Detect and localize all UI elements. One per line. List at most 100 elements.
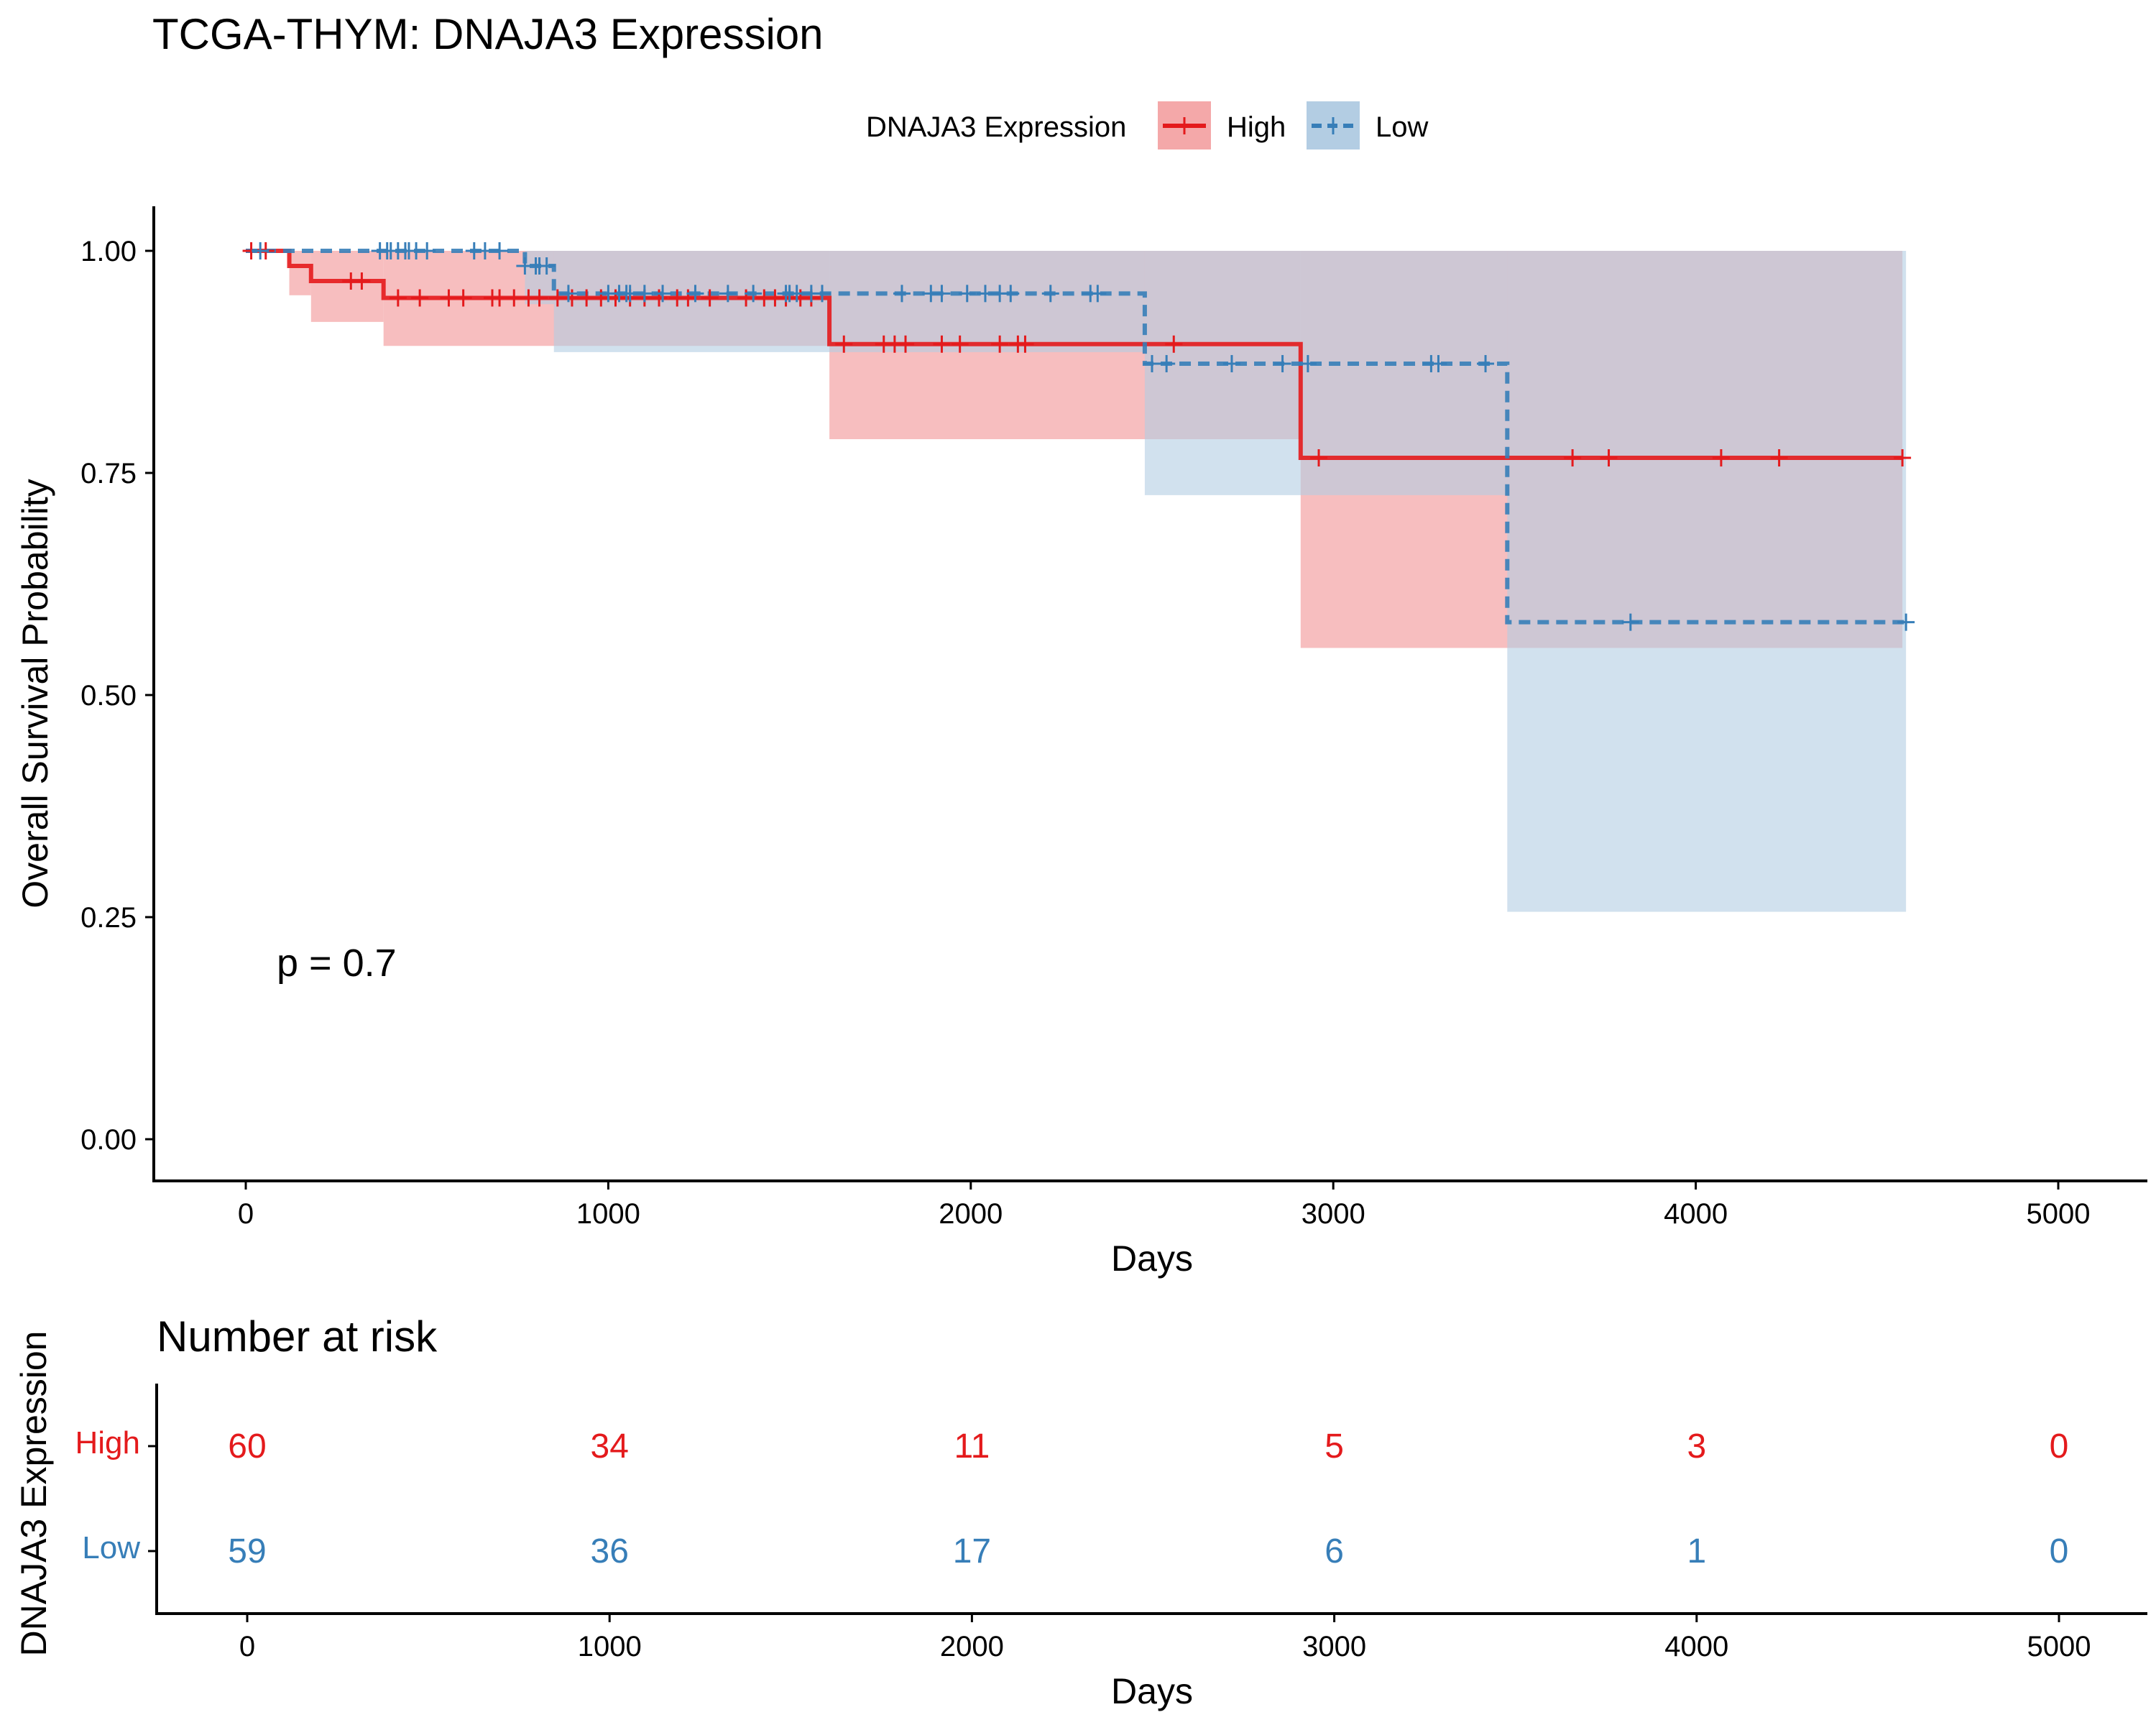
risk-count-low: 6 <box>1325 1532 1344 1570</box>
censor-mark-high <box>650 289 668 307</box>
risk-table-x-label: Days <box>1111 1671 1193 1711</box>
censor-mark-high <box>389 289 407 307</box>
legend-label-high: High <box>1227 111 1286 143</box>
censor-mark-high <box>1564 448 1582 466</box>
censor-mark-low <box>745 285 763 303</box>
risk-x-tick-label: 2000 <box>940 1631 1004 1662</box>
legend-title: DNAJA3 Expression <box>866 111 1126 143</box>
censor-mark-high <box>563 289 581 307</box>
censor-mark-high <box>991 335 1009 353</box>
censor-mark-high <box>1712 448 1730 466</box>
x-tick-label: 1000 <box>576 1198 640 1230</box>
censor-marks <box>242 242 1915 631</box>
x-tick-label: 2000 <box>939 1198 1003 1230</box>
x-tick-label: 5000 <box>2027 1198 2091 1230</box>
risk-count-high: 0 <box>2050 1427 2069 1466</box>
risk-count-high: 11 <box>954 1427 990 1466</box>
x-tick-label: 3000 <box>1302 1198 1365 1230</box>
censor-mark-high <box>454 289 472 307</box>
risk-x-tick-label: 3000 <box>1302 1631 1366 1662</box>
censor-mark-high <box>530 289 548 307</box>
risk-count-low: 0 <box>2050 1532 2069 1570</box>
censor-mark-low <box>813 285 831 303</box>
risk-x-tick-label: 4000 <box>1664 1631 1728 1662</box>
ci-band-low <box>1144 251 1508 495</box>
risk-row-label-high: High <box>75 1425 141 1460</box>
censor-mark-high <box>835 335 853 353</box>
censor-mark-high <box>1165 335 1183 353</box>
censor-mark-low <box>559 285 577 303</box>
censor-mark-high <box>548 289 566 307</box>
censor-mark-low <box>1089 285 1107 303</box>
x-tick-label: 0 <box>238 1198 254 1230</box>
censor-mark-high <box>1894 448 1912 466</box>
censor-mark-high <box>411 289 429 307</box>
ci-band-high <box>310 251 384 322</box>
x-tick-label: 4000 <box>1664 1198 1728 1230</box>
risk-table-rows: High 60 34 11 5 3 0 Low 59 36 17 6 1 0 <box>75 1425 2069 1570</box>
risk-x-tick-label: 1000 <box>578 1631 642 1662</box>
y-tick-label: 0.00 <box>80 1124 137 1156</box>
censor-mark-low <box>635 285 653 303</box>
y-tick-label: 0.50 <box>80 680 137 712</box>
censor-mark-high <box>592 289 610 307</box>
ci-band-low <box>1507 251 1907 912</box>
risk-table-title: Number at risk <box>157 1312 438 1361</box>
censor-mark-high <box>505 289 523 307</box>
risk-count-low: 1 <box>1687 1532 1706 1570</box>
censor-mark-low <box>1477 354 1495 372</box>
censor-mark-high <box>933 335 951 353</box>
censor-mark-low <box>1273 354 1291 372</box>
censor-mark-high <box>1600 448 1618 466</box>
risk-table-y-label: DNAJA3 Expression <box>14 1331 54 1657</box>
censor-mark-high <box>897 335 915 353</box>
y-tick-label: 0.75 <box>80 458 137 489</box>
risk-row-label-low: Low <box>82 1530 140 1565</box>
censor-mark-low <box>476 242 494 259</box>
confidence-bands <box>289 251 1907 912</box>
censor-mark-low <box>1158 354 1176 372</box>
censor-mark-low <box>418 242 436 259</box>
legend-label-low: Low <box>1376 111 1428 143</box>
ci-band-high <box>289 251 311 295</box>
censor-mark-low <box>491 242 509 259</box>
censor-mark-high <box>1770 448 1788 466</box>
censor-mark-high <box>353 272 371 290</box>
censor-mark-low <box>893 285 911 303</box>
risk-count-low: 59 <box>228 1532 266 1570</box>
censor-mark-high <box>491 289 509 307</box>
censor-mark-low <box>1222 354 1240 372</box>
censor-mark-high <box>737 289 755 307</box>
censor-mark-low <box>958 285 976 303</box>
censor-mark-high <box>701 289 719 307</box>
censor-mark-low <box>1002 285 1020 303</box>
censor-mark-low <box>1429 354 1447 372</box>
censor-mark-low <box>252 242 270 259</box>
risk-count-high: 5 <box>1325 1427 1344 1466</box>
ci-band-low <box>553 251 1145 352</box>
censor-mark-low <box>719 285 737 303</box>
censor-mark-high <box>440 289 458 307</box>
censor-mark-low <box>976 285 994 303</box>
censor-mark-high <box>607 289 625 307</box>
censor-mark-low <box>538 257 556 275</box>
y-tick-label: 1.00 <box>80 236 137 267</box>
risk-count-low: 36 <box>591 1532 629 1570</box>
censor-mark-low <box>1621 613 1639 631</box>
censor-mark-high <box>679 289 697 307</box>
risk-count-low: 17 <box>953 1532 991 1570</box>
chart-title: TCGA-THYM: DNAJA3 Expression <box>152 10 824 58</box>
censor-mark-low <box>1143 354 1161 372</box>
censor-mark-low <box>788 285 806 303</box>
censor-mark-low <box>686 285 704 303</box>
censor-mark-low <box>654 285 672 303</box>
risk-x-tick-label: 5000 <box>2027 1631 2091 1662</box>
risk-count-high: 60 <box>228 1427 266 1466</box>
censor-mark-high <box>951 335 969 353</box>
censor-mark-high <box>1310 448 1328 466</box>
censor-mark-low <box>1299 354 1317 372</box>
censor-mark-low <box>621 285 639 303</box>
x-axis-ticks: 0 1000 2000 3000 4000 5000 <box>238 1181 2091 1230</box>
censor-mark-high <box>1016 335 1034 353</box>
